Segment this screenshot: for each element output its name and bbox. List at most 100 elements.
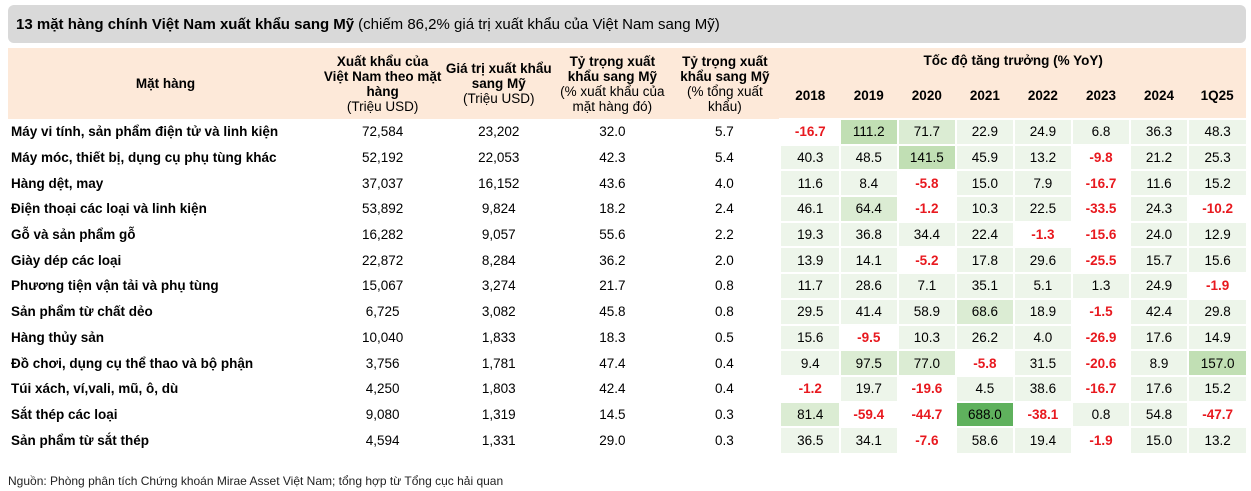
growth-2023: -26.9 [1071,323,1130,351]
share-of-total: 0.3 [715,432,734,448]
growth-2021: 4.5 [955,374,1014,402]
growth-1q25: 13.2 [1187,426,1246,453]
share-of-total: 0.4 [715,381,734,397]
us-export-value: 23,202 [478,124,520,140]
header-year-2020: 2020 [897,72,957,119]
item-name: Túi xách, ví,vali, mũ, ô, dù [11,381,179,397]
growth-2018: -1.2 [779,374,840,402]
item-name: Phương tiện vận tải và phụ tùng [11,278,219,294]
share-of-total: 5.7 [715,124,734,140]
growth-2023: -15.6 [1071,220,1130,248]
growth-2022: 13.2 [1012,143,1073,171]
growth-1q25: 48.3 [1187,118,1246,145]
growth-2022: -1.3 [1012,220,1073,248]
share-of-total: 2.4 [715,201,734,217]
growth-2021: 688.0 [955,400,1014,428]
item-name: Sản phẩm từ sắt thép [11,432,150,448]
share-of-item: 43.6 [599,175,626,191]
growth-2024: 17.6 [1128,323,1189,351]
growth-2023: 6.8 [1071,118,1130,145]
table-row: Hàng thủy sản 10,040 1,833 18.3 0.5 15.6 -9.5 1… [8,323,1246,351]
header-year-2023: 2023 [1072,72,1130,119]
header-year-2021: 2021 [956,72,1014,119]
share-of-total: 5.4 [715,150,734,166]
item-name: Sản phẩm từ chất dẻo [11,304,153,320]
growth-2024: 24.0 [1128,220,1189,248]
growth-2024: 24.9 [1128,272,1189,299]
source-note: Nguồn: Phòng phân tích Chứng khoán Mirae… [8,474,504,488]
growth-2023: -16.7 [1071,169,1130,197]
growth-1q25: -1.9 [1187,272,1246,299]
growth-2021: 17.8 [955,246,1014,274]
us-export-value: 22,053 [478,150,520,166]
growth-2020: -5.2 [896,246,957,274]
growth-2024: 36.3 [1128,118,1189,145]
growth-2020: -5.8 [896,169,957,197]
growth-2020: 77.0 [896,349,957,376]
growth-2021: 26.2 [955,323,1014,351]
us-export-value: 1,803 [481,381,516,397]
growth-2018: 19.3 [779,220,840,248]
share-of-item: 18.3 [599,329,626,345]
share-of-item: 32.0 [599,124,626,140]
header-export-unit: (Triệu USD) [346,98,419,114]
export-value: 16,282 [361,227,404,243]
growth-2024: 42.4 [1128,297,1189,325]
growth-2021: 45.9 [955,143,1014,171]
item-name: Hàng thủy sản [11,329,105,345]
growth-2019: 41.4 [839,297,898,325]
header-export: Xuất khẩu của Việt Nam theo mặt hàng (Tr… [323,48,443,119]
table-row: Gỗ và sản phẩm gỗ 16,282 9,057 55.6 2.2 19.3 3… [8,220,1246,248]
share-of-total: 4.0 [715,175,734,191]
growth-2020: 58.9 [896,297,957,325]
header-us-value: Giá trị xuất khẩu sang Mỹ (Triệu USD) [442,48,556,119]
us-export-value: 3,082 [481,304,516,320]
growth-2019: 64.4 [839,195,898,222]
table-row: Phương tiện vận tải và phụ tùng 15,067 3,2… [8,272,1246,299]
growth-2018: 29.5 [779,297,840,325]
export-value: 3,756 [365,355,400,371]
export-value: 22,872 [361,252,404,268]
growth-2018: 81.4 [779,400,840,428]
table-title: 13 mặt hàng chính Việt Nam xuất khẩu san… [8,5,1246,43]
growth-2022: 31.5 [1012,349,1073,376]
share-of-item: 42.3 [599,150,626,166]
item-name: Máy móc, thiết bị, dụng cụ phụ tùng khác [11,150,277,166]
growth-2022: 5.1 [1012,272,1073,299]
export-value: 53,892 [361,201,404,217]
table-row: Giày dép các loại 22,872 8,284 36.2 2.0 13.9 1… [8,246,1246,274]
growth-2022: 7.9 [1012,169,1073,197]
growth-2024: 54.8 [1128,400,1189,428]
growth-2018: 11.7 [779,272,840,299]
growth-2021: 15.0 [955,169,1014,197]
item-name: Đồ chơi, dụng cụ thể thao và bộ phận [11,355,254,371]
table-row: Máy vi tính, sản phẩm điện tử và linh ki… [8,118,1246,145]
share-of-total: 0.8 [715,304,734,320]
header-share-item: Tỷ trọng xuất khẩu sang Mỹ (% xuất khẩu … [555,48,670,119]
growth-1q25: 157.0 [1187,349,1246,376]
export-value: 52,192 [361,150,404,166]
growth-2019: 97.5 [839,349,898,376]
table-row: Hàng dệt, may 37,037 16,152 43.6 4.0 11.6 8.4-… [8,169,1246,197]
growth-2021: 68.6 [955,297,1014,325]
growth-2023: -33.5 [1071,195,1130,222]
export-table: Mặt hàng Xuất khẩu của Việt Nam theo mặt… [8,48,1246,453]
growth-2020: 141.5 [896,143,957,171]
item-name: Giày dép các loại [11,252,122,268]
share-of-item: 18.2 [599,201,626,217]
header-share-item-unit: (% xuất khẩu của mặt hàng đó) [560,83,665,114]
growth-2023: -25.5 [1071,246,1130,274]
growth-2019: -9.5 [839,323,898,351]
growth-2020: 71.7 [896,118,957,145]
table-row: Túi xách, ví,vali, mũ, ô, dù 4,250 1,803 42… [8,374,1246,402]
table-row: Đồ chơi, dụng cụ thể thao và bộ phận 3,75… [8,349,1246,376]
header-year-2024: 2024 [1129,72,1189,119]
header-growth: Tốc độ tăng trưởng (% YoY) [780,48,1246,72]
share-of-total: 2.0 [715,252,734,268]
share-of-item: 45.8 [599,304,626,320]
growth-2019: 111.2 [839,118,898,145]
growth-2021: 35.1 [955,272,1014,299]
growth-2020: -44.7 [896,400,957,428]
growth-2021: 10.3 [955,195,1014,222]
growth-2018: 13.9 [779,246,840,274]
